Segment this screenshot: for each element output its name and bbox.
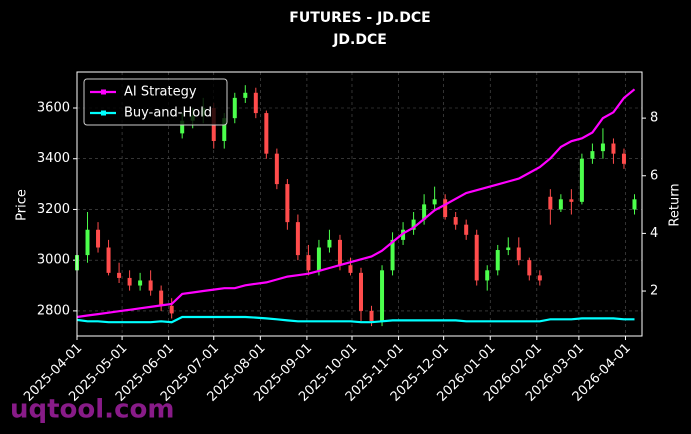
candle-body [558, 199, 563, 210]
candle-body [380, 270, 385, 322]
y-tick-label: 3400 [37, 151, 70, 166]
candle-body [390, 239, 395, 271]
y2-tick-label: 2 [650, 284, 658, 299]
y-axis-label: Price [15, 189, 30, 221]
candle-body [516, 247, 521, 261]
candle-body [169, 305, 174, 314]
chart-title: FUTURES - JD.DCE [289, 10, 430, 26]
y-tick-label: 3200 [37, 202, 70, 217]
candle-body [527, 260, 532, 276]
candle-body [127, 277, 132, 286]
candle-body [96, 229, 101, 248]
candle-body [180, 120, 185, 134]
candle-body [495, 250, 500, 271]
candle-body [295, 222, 300, 256]
candle-body [411, 219, 416, 230]
candle-body [138, 280, 143, 286]
chart-subtitle: JD.DCE [332, 32, 387, 48]
candle-body [222, 118, 227, 141]
candle-body [348, 265, 353, 273]
legend-box [83, 78, 228, 126]
candle-body [232, 97, 237, 119]
y2-tick-label: 8 [650, 111, 658, 126]
candle-body [600, 143, 605, 152]
candle-body [632, 199, 637, 210]
candle-body [148, 280, 153, 291]
legend-label: AI Strategy [124, 85, 197, 100]
candle-body [611, 143, 616, 154]
candle-body [106, 247, 111, 273]
y-tick-label: 3000 [37, 253, 70, 268]
plot-frame [76, 71, 643, 337]
candle-body [285, 184, 290, 223]
candle-body [337, 239, 342, 266]
return-line [76, 88, 636, 319]
candle-body [537, 275, 542, 281]
legend-marker [101, 110, 106, 116]
candle-body [485, 270, 490, 281]
candle-body [316, 247, 321, 271]
candle-body [569, 199, 574, 202]
candle-body [306, 255, 311, 271]
candle-body [117, 272, 122, 278]
candle-body [579, 158, 584, 202]
candle-body [464, 224, 469, 235]
candle-body [590, 151, 595, 159]
candle-body [474, 234, 479, 281]
y-tick-label: 3600 [37, 101, 70, 116]
candle-body [621, 153, 626, 164]
y2-tick-label: 4 [650, 226, 658, 241]
legend-label: Buy-and-Hold [124, 106, 212, 121]
candle-body [432, 199, 437, 205]
candle-body [369, 310, 374, 322]
watermark: uqtool.com [10, 395, 174, 425]
y-tick-label: 2800 [37, 303, 70, 318]
candle-body [159, 290, 164, 306]
candle-body [443, 199, 448, 218]
candle-body [422, 204, 427, 220]
y2-axis-label: Return [668, 183, 683, 226]
candle-body [327, 239, 332, 248]
candle-body [548, 196, 553, 210]
candle-body [264, 113, 269, 154]
y2-tick-label: 6 [650, 168, 658, 183]
return-line [76, 315, 635, 324]
legend-marker [101, 89, 106, 95]
candle-body [359, 272, 364, 311]
candle-body [85, 229, 90, 256]
candle-body [506, 247, 511, 251]
candle-body [453, 217, 458, 225]
candle-body [243, 92, 248, 98]
candle-body [253, 92, 258, 114]
candle-body [274, 153, 279, 185]
